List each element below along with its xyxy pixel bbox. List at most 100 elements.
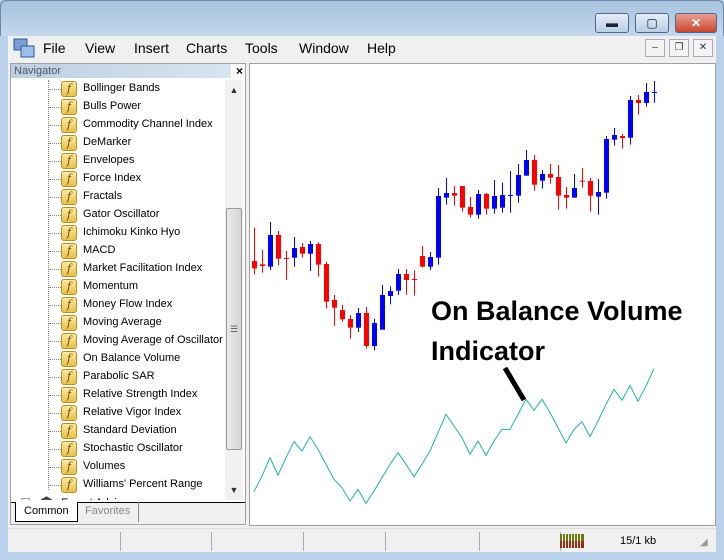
tree-line [49,449,61,450]
navigator-item[interactable]: f Gator Oscillator [11,206,225,224]
tree-line [48,80,49,490]
navigator-item-label: Moving Average of Oscillator [83,334,223,346]
tree-line [49,179,61,180]
bull-candle [612,135,617,140]
close-button[interactable]: ✕ [675,13,717,33]
navigator-item[interactable]: f Williams' Percent Range [11,476,225,494]
function-icon: f [61,243,77,259]
scroll-thumb[interactable]: ☰ [226,208,242,450]
bull-candle [500,195,505,208]
function-icon: f [61,351,77,367]
function-icon: f [61,171,77,187]
tab-favorites[interactable]: Favorites [77,502,140,522]
resize-grip-icon[interactable]: ◢ [700,537,708,548]
bull-candle [444,193,449,198]
menu-insert[interactable]: Insert [134,40,170,56]
function-icon: f [61,99,77,115]
navigator-item[interactable]: f Relative Strength Index [11,386,225,404]
navigator-item[interactable]: f Ichimoku Kinko Hyo [11,224,225,242]
bull-candle [436,196,441,258]
navigator-item-label: Money Flow Index [83,298,173,310]
navigator-item[interactable]: f Moving Average of Oscillator [11,332,225,350]
tree-line [49,305,61,306]
menu-window[interactable]: Window [299,40,349,56]
navigator-item[interactable]: f Parabolic SAR [11,368,225,386]
annotation-pointer [502,366,527,402]
menu-charts[interactable]: Charts [186,40,228,56]
status-bar: 15/1 kb ◢ [8,528,716,552]
chart-window[interactable]: On Balance Volume Indicator [249,63,716,526]
bull-candle [652,92,657,93]
navigator-item[interactable]: f Force Index [11,170,225,188]
navigator-item[interactable]: f Envelopes [11,152,225,170]
function-icon: f [61,261,77,277]
navigator-item-label: Relative Vigor Index [83,406,182,418]
bear-candle [324,264,329,302]
navigator-folder-expert-advisors[interactable]: + 🎓 Expert Advisors [11,495,225,500]
maximize-button[interactable]: ▢ [635,13,669,33]
navigator-item-label: Gator Oscillator [83,208,160,220]
function-icon: f [61,297,77,313]
bull-candle [268,235,273,267]
tree-line [49,161,61,162]
navigator-close-icon[interactable]: × [235,64,243,78]
navigator-tabs: Common Favorites [11,502,245,524]
navigator-item-label: Envelopes [83,154,135,166]
navigator-item[interactable]: f Standard Deviation [11,422,225,440]
scroll-down-icon[interactable]: ▼ [229,485,239,495]
function-icon: f [61,225,77,241]
bear-candle [468,207,473,215]
mdi-minimize-button[interactable]: – [645,39,665,57]
app-icon[interactable] [13,38,35,58]
navigator-item[interactable]: f Stochastic Oscillator [11,440,225,458]
tab-common[interactable]: Common [15,502,78,522]
tree-line [49,287,61,288]
navigator-item[interactable]: f Commodity Channel Index [11,116,225,134]
navigator-item[interactable]: f Volumes [11,458,225,476]
expand-icon[interactable]: + [21,498,30,500]
bull-candle [396,274,401,291]
scroll-up-icon[interactable]: ▲ [229,85,239,95]
navigator-item[interactable]: f On Balance Volume [11,350,225,368]
minimize-button[interactable]: ▬ [595,13,629,33]
tree-line [49,107,61,108]
bear-candle [484,194,489,209]
bear-candle [556,177,561,196]
mdi-close-button[interactable]: ✕ [693,39,713,57]
navigator-item[interactable]: f Moving Average [11,314,225,332]
function-icon: f [61,81,77,97]
tree-line [49,143,61,144]
menu-help[interactable]: Help [367,40,396,56]
status-divider [303,532,304,551]
menu-tools[interactable]: Tools [245,40,278,56]
navigator-item[interactable]: f MACD [11,242,225,260]
navigator-item[interactable]: f Relative Vigor Index [11,404,225,422]
navigator-item[interactable]: f Bollinger Bands [11,80,225,98]
navigator-item-label: Commodity Channel Index [83,118,213,130]
bull-candle [308,244,313,254]
function-icon: f [61,459,77,475]
bear-candle [348,319,353,328]
navigator-item[interactable]: f Bulls Power [11,98,225,116]
tree-line [49,251,61,252]
navigator-item[interactable]: f DeMarker [11,134,225,152]
navigator-item-label: Bollinger Bands [83,82,161,94]
navigator-scrollbar[interactable]: ▲ ☰ ▼ [225,80,243,500]
menu-file[interactable]: File [43,40,66,56]
function-icon: f [61,477,77,493]
menu-view[interactable]: View [85,40,116,56]
bull-candle [292,248,297,258]
navigator-item[interactable]: f Market Facilitation Index [11,260,225,278]
bear-candle [636,100,641,103]
navigator-item[interactable]: f Momentum [11,278,225,296]
navigator-item[interactable]: f Money Flow Index [11,296,225,314]
bull-candle [516,175,521,196]
price-chart [252,81,657,505]
bear-candle [564,195,569,198]
bull-candle [380,295,385,330]
function-icon: f [61,441,77,457]
navigator-item[interactable]: f Fractals [11,188,225,206]
bear-candle [588,181,593,196]
mdi-restore-button[interactable]: ❐ [669,39,689,57]
tree-line [49,431,61,432]
